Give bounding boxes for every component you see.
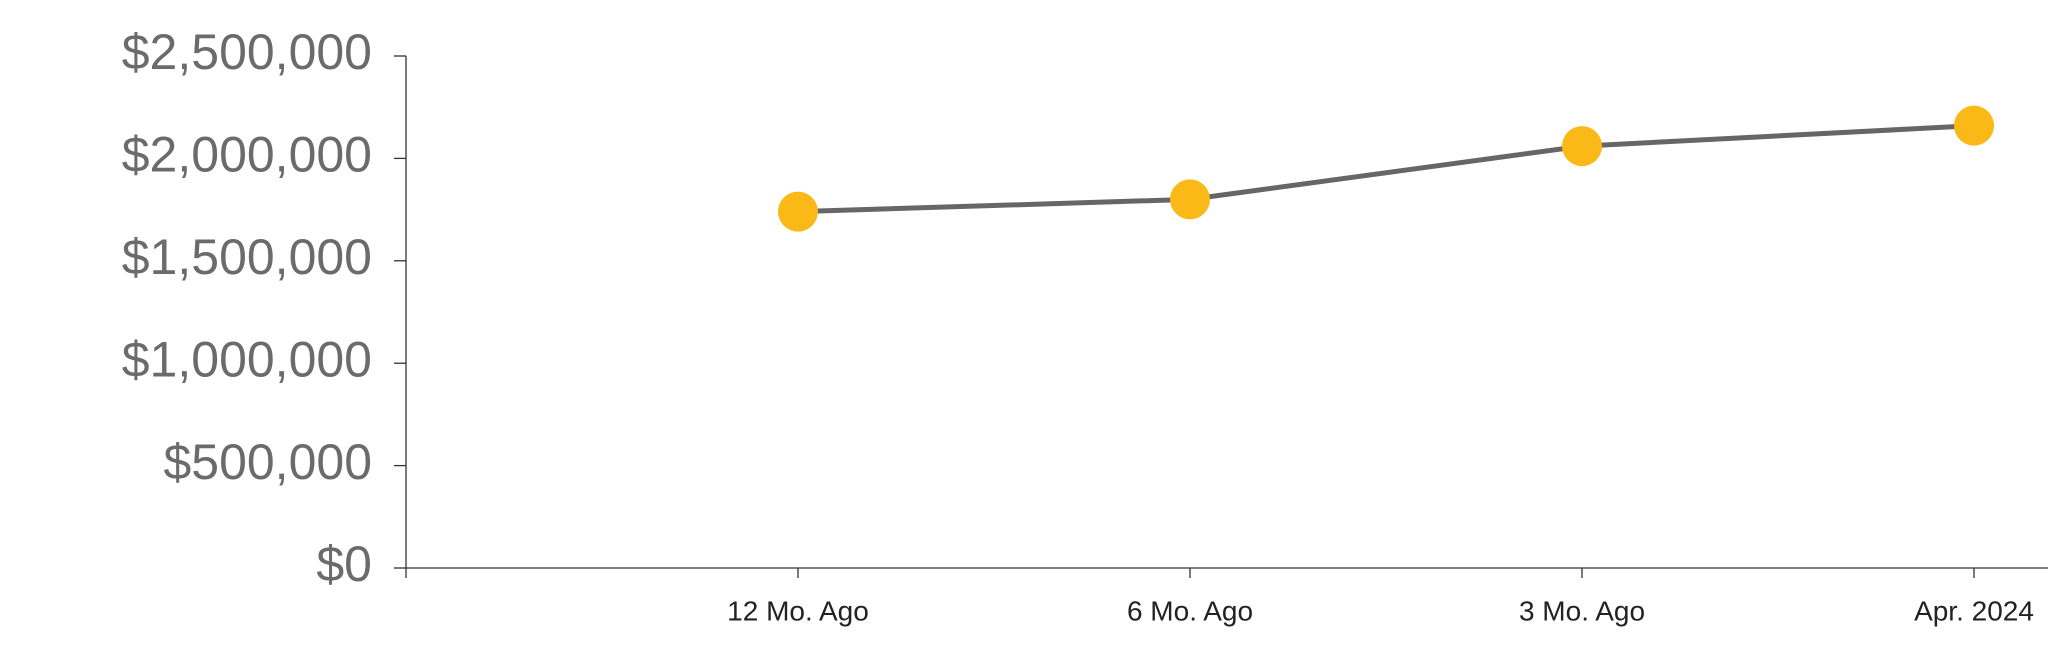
y-tick-label: $1,000,000 (122, 331, 372, 387)
x-tick-label: 12 Mo. Ago (727, 595, 869, 626)
y-tick-label: $2,000,000 (122, 127, 372, 183)
point (1954, 105, 1994, 146)
line (797, 123, 1975, 215)
y-tick-label: $2,500,000 (122, 24, 372, 80)
x-tick-label: 6 Mo. Ago (1127, 595, 1253, 626)
point (1562, 126, 1602, 167)
y-tick-label: $500,000 (163, 434, 372, 490)
point (778, 191, 818, 232)
x-tick-label: 3 Mo. Ago (1519, 595, 1645, 626)
point (1170, 179, 1210, 220)
y-tick-label: $1,500,000 (122, 229, 372, 285)
y-tick-label: $0 (316, 536, 372, 592)
x-tick-label: Apr. 2024 (1914, 595, 2034, 626)
